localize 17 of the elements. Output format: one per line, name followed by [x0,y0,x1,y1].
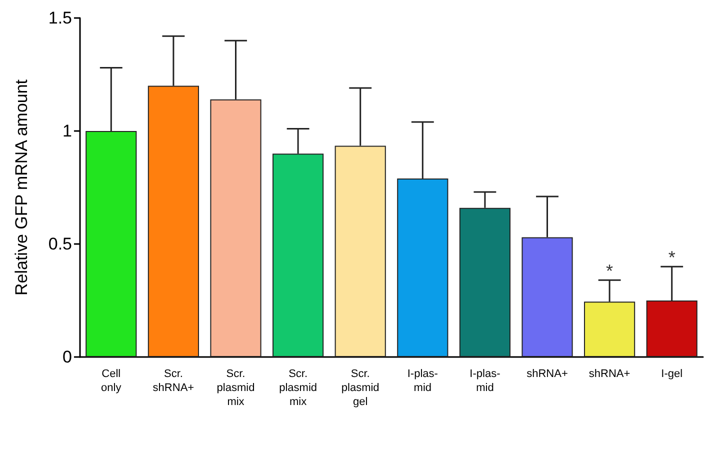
y-tick-label: 0.5 [48,234,72,254]
x-tick-label: Scr. plasmid gel [341,368,380,408]
data-label: * [668,248,676,268]
x-tick-label: I-plas- mid [470,368,501,394]
y-axis-title: Relative GFP mRNA amount [12,79,31,296]
x-tick-label: I-plas- mid [407,368,438,394]
x-tick-label: Scr. plasmid mix [279,368,318,408]
x-tick-label: Cell only [101,368,122,394]
data-label: * [606,261,614,282]
x-tick-label: I-gel [661,368,683,380]
y-tick-label: 0 [62,348,72,366]
y-tick-label: 1 [62,122,72,140]
x-tick-label: shRNA+ [526,368,568,380]
x-tick-label: Scr. plasmid mix [216,368,255,408]
y-tick-label: 1.5 [48,8,72,28]
x-tick-label: shRNA+ [588,368,630,380]
x-tick-label: Scr. shRNA+ [152,368,194,394]
